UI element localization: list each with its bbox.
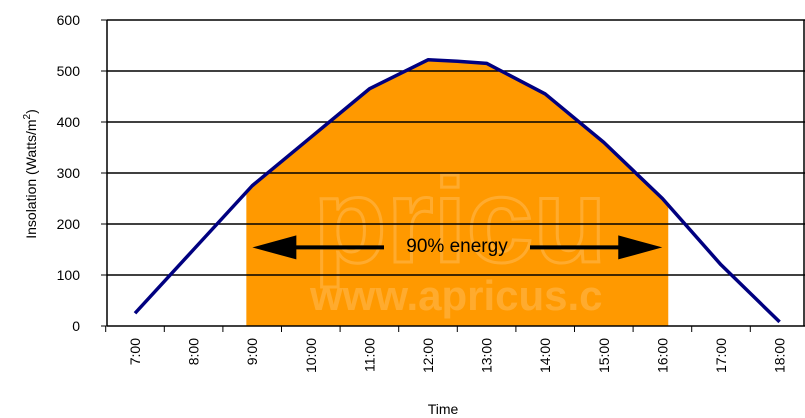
gridlines: [106, 19, 805, 327]
watermark-url: www.apricus.c: [309, 272, 603, 319]
x-axis-label: Time: [428, 401, 459, 417]
arrow-head-left: [252, 235, 297, 260]
arrow-head-right: [618, 235, 663, 260]
y-tick-label-0: 0: [72, 318, 80, 334]
x-tick-label-17:00: 17:00: [713, 338, 729, 373]
y-tick-label-100: 100: [57, 267, 81, 283]
x-tick-label-11:00: 11:00: [361, 338, 377, 372]
x-tick-label-14:00: 14:00: [537, 338, 553, 373]
x-tick-label-15:00: 15:00: [596, 338, 612, 373]
y-tick-label-300: 300: [57, 165, 81, 181]
x-tick-label-16:00: 16:00: [654, 338, 670, 373]
x-tick-label-13:00: 13:00: [479, 338, 495, 373]
y-axis-label: Insolation (Watts/m2): [22, 109, 39, 239]
energy-shaded-area: [246, 59, 669, 326]
watermark-logo: pricu: [313, 154, 606, 288]
insolation-series: [133, 58, 781, 324]
x-tick-label-9:00: 9:00: [244, 338, 260, 365]
y-tick-label-400: 400: [57, 114, 81, 130]
energy-fill: [246, 59, 669, 326]
x-tick-label-12:00: 12:00: [420, 338, 436, 373]
energy-annotation-label: 90% energy: [406, 236, 508, 257]
x-axis-ticks: 7:00 8:00 9:00 10:00 11:00 12:00 13:00 14:00 15:…: [105, 326, 788, 373]
x-tick-label-8:00: 8:00: [186, 338, 202, 365]
y-tick-label-600: 600: [57, 12, 81, 28]
y-tick-label-500: 500: [57, 63, 81, 79]
energy-annotation: 90% energy: [252, 235, 663, 260]
x-tick-label-10:00: 10:00: [303, 338, 319, 373]
x-tick-label-18:00: 18:00: [772, 338, 788, 373]
insolation-line: [133, 58, 781, 324]
y-axis-ticks: 0 100 200 300 400 500 600: [57, 12, 107, 334]
y-tick-label-200: 200: [57, 216, 81, 232]
x-tick-label-7:00: 7:00: [127, 338, 143, 365]
